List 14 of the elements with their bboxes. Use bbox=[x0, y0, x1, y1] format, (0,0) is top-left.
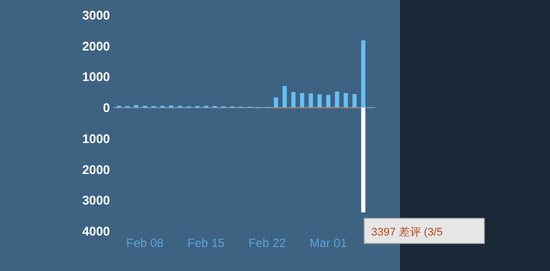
x-tick-label: Feb 22 bbox=[248, 236, 286, 250]
y-tick-label: 4000 bbox=[82, 224, 110, 238]
annotation: 3397 差评 (3/5 bbox=[371, 226, 443, 238]
y-tick-label: 1000 bbox=[82, 132, 110, 146]
y-tick-label: 3000 bbox=[82, 194, 110, 208]
y-tick-label: 0 bbox=[103, 101, 110, 116]
y-tick-label: 2000 bbox=[82, 39, 110, 54]
tooltip: 3397 差评 (3/5 bbox=[364, 218, 485, 244]
x-tick-label: Feb 15 bbox=[187, 236, 226, 250]
x-tick-label: Mar 01 bbox=[310, 236, 348, 250]
y-tick-label: 2000 bbox=[82, 162, 110, 177]
y-tick-label: 3000 bbox=[82, 8, 110, 22]
x-tick-label: Feb 08 bbox=[126, 236, 164, 250]
y-tick-label: 1000 bbox=[82, 70, 110, 84]
